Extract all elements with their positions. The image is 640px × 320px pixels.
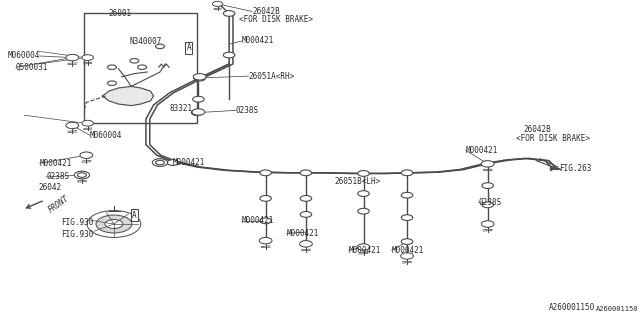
Text: FRONT: FRONT <box>47 194 71 214</box>
Text: M000421: M000421 <box>466 146 499 155</box>
Circle shape <box>401 253 413 259</box>
Circle shape <box>358 244 369 250</box>
Circle shape <box>76 172 88 178</box>
Circle shape <box>300 196 312 201</box>
Text: <FOR DISK BRAKE>: <FOR DISK BRAKE> <box>516 134 590 143</box>
Circle shape <box>401 192 413 198</box>
Text: A260001150: A260001150 <box>549 303 595 312</box>
Circle shape <box>76 172 88 178</box>
Circle shape <box>191 110 203 116</box>
Text: M000421: M000421 <box>287 229 319 238</box>
Circle shape <box>138 65 147 69</box>
Text: 26051A<RH>: 26051A<RH> <box>248 72 294 81</box>
Circle shape <box>260 238 271 244</box>
Circle shape <box>74 171 90 179</box>
Circle shape <box>80 152 93 158</box>
Text: 0238S: 0238S <box>236 106 259 115</box>
Circle shape <box>401 239 413 244</box>
Text: A: A <box>186 44 191 52</box>
Circle shape <box>108 65 116 69</box>
Circle shape <box>260 218 271 224</box>
Text: M000421: M000421 <box>173 158 205 167</box>
Circle shape <box>66 54 79 61</box>
Circle shape <box>223 11 235 16</box>
Text: 0238S: 0238S <box>46 172 69 181</box>
Text: M000421: M000421 <box>242 36 275 45</box>
Text: M000421: M000421 <box>349 246 381 255</box>
Circle shape <box>482 202 493 208</box>
Circle shape <box>67 55 78 60</box>
Text: Q500031: Q500031 <box>16 63 49 72</box>
Circle shape <box>105 220 123 228</box>
Text: M060004: M060004 <box>90 131 122 140</box>
Circle shape <box>260 196 271 201</box>
Text: M000421: M000421 <box>392 246 424 255</box>
Text: 26001: 26001 <box>109 9 132 18</box>
Circle shape <box>481 161 494 167</box>
Text: M000421: M000421 <box>242 216 275 225</box>
Text: A260001150: A260001150 <box>596 306 639 312</box>
Text: 26042: 26042 <box>38 183 61 192</box>
Text: M060004: M060004 <box>8 52 40 60</box>
Circle shape <box>82 120 93 126</box>
Circle shape <box>357 244 370 250</box>
Circle shape <box>358 208 369 214</box>
Circle shape <box>482 183 493 188</box>
Circle shape <box>156 44 164 49</box>
Text: FIG.263: FIG.263 <box>559 164 592 173</box>
Circle shape <box>96 215 132 233</box>
Circle shape <box>482 161 493 167</box>
Circle shape <box>358 171 369 176</box>
Circle shape <box>192 109 205 115</box>
Text: 83321: 83321 <box>170 104 193 113</box>
Circle shape <box>167 160 179 165</box>
Circle shape <box>223 52 235 58</box>
Polygon shape <box>102 86 154 106</box>
Circle shape <box>67 123 78 128</box>
Circle shape <box>260 170 271 176</box>
Circle shape <box>194 75 205 81</box>
Circle shape <box>300 241 312 247</box>
Text: 26042B: 26042B <box>252 7 280 16</box>
Text: 26042B: 26042B <box>524 125 551 134</box>
Circle shape <box>108 81 116 85</box>
Text: M000421: M000421 <box>40 159 72 168</box>
Circle shape <box>152 159 168 166</box>
Circle shape <box>259 237 272 244</box>
Text: 0238S: 0238S <box>479 198 502 207</box>
Circle shape <box>81 152 92 158</box>
Circle shape <box>193 96 204 102</box>
Circle shape <box>156 160 164 165</box>
Circle shape <box>212 1 223 6</box>
Text: A: A <box>132 211 137 220</box>
Circle shape <box>358 191 369 196</box>
Text: 26051B<LH>: 26051B<LH> <box>334 177 380 186</box>
Text: <FOR DISK BRAKE>: <FOR DISK BRAKE> <box>239 15 314 24</box>
Circle shape <box>300 170 312 176</box>
Circle shape <box>401 170 413 176</box>
Circle shape <box>401 215 413 220</box>
Circle shape <box>66 122 79 129</box>
Circle shape <box>130 59 139 63</box>
Text: FIG.930: FIG.930 <box>61 230 93 239</box>
Circle shape <box>300 212 312 217</box>
Circle shape <box>193 74 206 80</box>
Circle shape <box>87 211 141 237</box>
Text: N340007: N340007 <box>129 37 162 46</box>
Text: FIG.930: FIG.930 <box>61 218 93 227</box>
Circle shape <box>82 55 93 60</box>
Circle shape <box>77 173 86 177</box>
Circle shape <box>300 241 312 247</box>
Circle shape <box>481 221 494 227</box>
Bar <box>84 13 197 123</box>
Circle shape <box>482 221 493 227</box>
